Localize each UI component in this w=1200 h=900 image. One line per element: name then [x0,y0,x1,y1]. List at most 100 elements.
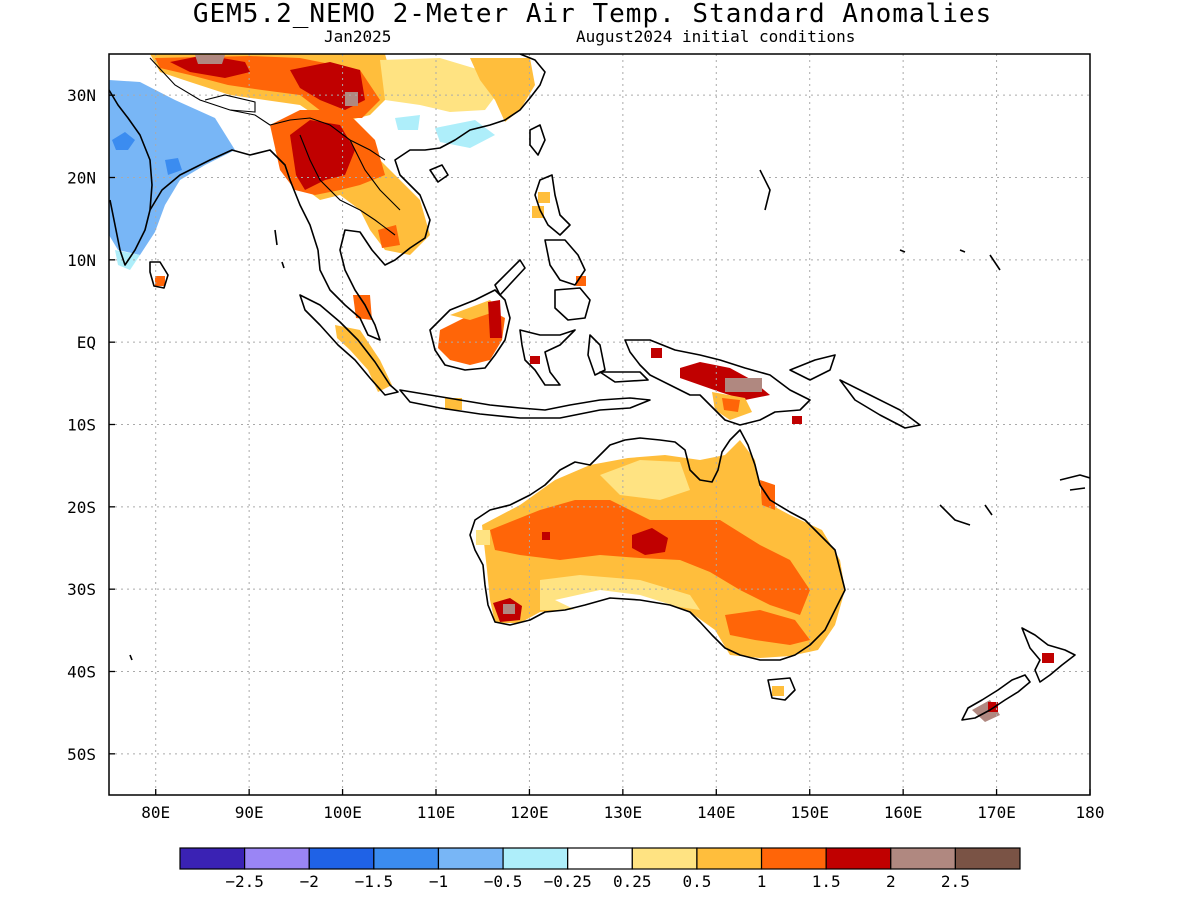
lat-tick-label: 20S [67,498,96,517]
lon-tick-label: 120E [510,803,549,822]
australia-south-coast-white [555,590,700,630]
colorbar-swatch [825,847,892,870]
colorbar-swatch [567,847,633,870]
colorbar-label: −1 [429,872,448,891]
myanmar-very-strong-warm [290,120,355,190]
colorbar-swatch [890,847,956,870]
new-britain-coast [789,354,836,381]
mindanao-coast [554,287,591,321]
nz-north-island [1021,627,1076,683]
nepal-border [204,94,256,113]
colorbar-label: 0.25 [613,872,652,891]
lon-tick-label: 150E [790,803,829,822]
lat-tick-label: 30N [67,86,96,105]
palawan-coast [494,259,526,296]
borneo-very-strong-warm [488,300,502,338]
australia-very-strong-warm [542,532,550,540]
east-china-weak-warm [380,58,500,112]
lon-tick-label: 160E [884,803,923,822]
longitude-axis: 80E 90E 100E 110E 120E 130E 140E 150E 160E 170E 18… [141,789,1104,822]
colorbar-label: −2.5 [225,872,264,891]
lon-tick-label: 90E [235,803,264,822]
lon-tick-label: 140E [697,803,736,822]
philippines-warm-patch [532,206,544,218]
maldives-islands [129,654,133,661]
borneo-moderate-warm [450,300,500,320]
lon-tick-label: 80E [141,803,170,822]
tibet-very-strong-warm [170,55,250,78]
java-moderate-warm [445,398,462,410]
coastlines [109,54,1090,721]
australia-weak-warm [600,460,690,500]
maluku-coast [587,334,606,376]
andaman-islands [274,229,285,269]
hainan-coast [429,164,449,183]
colorbar: −2.5 −2 −1.5 −1 −0.5 −0.25 0.25 0.5 1 1.5 2 2.5 [179,847,1021,891]
java-coast [399,389,651,419]
australia-very-strong-warm [632,528,668,555]
australia-weak-warm-west [476,530,490,545]
bay-of-bengal-coast [149,149,319,251]
seram-coast [599,371,649,383]
south-china-cold-weak [395,115,420,130]
malay-peninsula-coast [317,54,546,341]
lat-tick-label: 30S [67,580,96,599]
australia-extreme-patch [503,604,515,614]
colorbar-swatch [373,847,440,870]
plot-frame [108,53,1091,796]
sulawesi-coast [519,329,576,386]
sumatra-moderate-warm [335,325,392,392]
lat-tick-label: 20N [67,169,96,188]
australia-coastline [469,429,846,661]
sumatra-coast [299,294,399,396]
borneo-coast [429,289,511,371]
colorbar-swatch [502,847,569,870]
colorbar-label: 2 [886,872,896,891]
colorbar-swatch [179,847,246,870]
colorbar-label: 2.5 [941,872,970,891]
colorbar-label: −2 [300,872,319,891]
lon-tick-label: 180 [1076,803,1105,822]
tasmania-warm [772,686,784,696]
colorbar-label: −0.5 [484,872,523,891]
malaysia-strong-warm [353,295,372,320]
colorbar-label: 1 [757,872,767,891]
australia-strong-warm [725,610,810,645]
solomon-very-strong [792,416,802,424]
lon-tick-label: 100E [323,803,362,822]
micronesia-islands [759,169,1001,271]
colorbar-swatch [308,847,375,870]
tibet-extreme-patch [345,92,358,106]
lat-tick-label: 40S [67,663,96,682]
colorbar-swatch [631,847,698,870]
india-cold-strong-patch [112,132,135,150]
indochina-border [299,134,396,236]
new-guinea-extreme-patch [725,378,762,392]
lat-tick-label: 10S [67,416,96,435]
lon-tick-label: 170E [977,803,1016,822]
colorbar-label: −0.25 [544,872,592,891]
lon-tick-label: 130E [604,803,643,822]
fiji-islands [1059,474,1090,491]
sri-lanka-coast [149,261,169,289]
initial-conditions: August2024 initial conditions [576,27,856,46]
east-china-moderate-warm [470,58,535,122]
new-guinea-coast [624,339,811,426]
indochina-strong-warm-patch [378,225,400,248]
colorbar-swatch [696,847,763,870]
tibet-extreme-patch [195,55,225,64]
new-guinea-strong-warm [722,398,740,412]
india-cold-strong-patch [165,158,182,175]
himalaya-border [149,57,386,161]
colorbar-swatch [437,847,504,870]
colorbar-label: −1.5 [355,872,394,891]
australia-strong-warm [490,500,810,615]
nz-south-island [961,674,1031,721]
colorbar-swatch [244,847,310,870]
taiwan-coast [529,124,546,156]
latitude-axis: 30N 20N 10N EQ 10S 20S 30S 40S 50S [67,86,115,764]
sulawesi-very-strong-warm [530,356,540,364]
anomaly-fields [109,54,1054,722]
map-title: GEM5.2_NEMO 2-Meter Air Temp. Standard A… [192,0,993,29]
